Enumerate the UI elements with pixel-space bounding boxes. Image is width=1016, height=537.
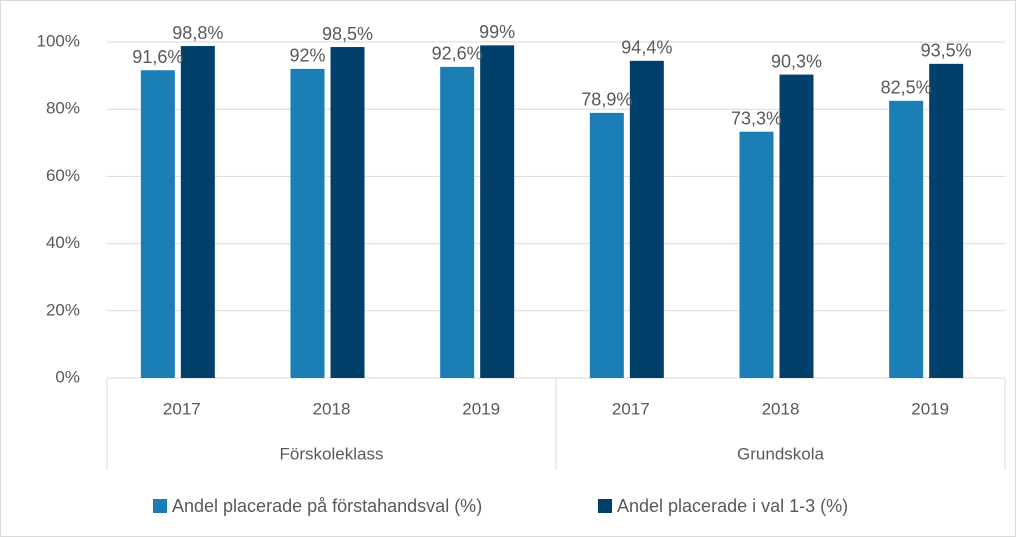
x-tick-label: 2018 <box>762 399 800 418</box>
y-tick-label: 0% <box>55 367 80 386</box>
value-label: 90,3% <box>771 51 822 71</box>
value-label: 99% <box>479 22 515 42</box>
group-label: Förskoleklass <box>280 444 384 463</box>
bar <box>290 68 325 378</box>
x-tick-label: 2017 <box>612 399 650 418</box>
x-tick-label: 2017 <box>163 399 201 418</box>
bar <box>629 60 664 378</box>
bar <box>140 70 175 378</box>
y-tick-label: 100% <box>37 31 80 50</box>
legend-label: Andel placerade i val 1-3 (%) <box>617 496 848 516</box>
bar <box>440 66 475 378</box>
bar <box>330 47 365 378</box>
value-label: 82,5% <box>881 78 932 98</box>
legend-label: Andel placerade på förstahandsval (%) <box>172 496 482 516</box>
value-label: 78,9% <box>581 90 632 110</box>
value-label: 92,6% <box>432 44 483 64</box>
value-label: 73,3% <box>731 108 782 128</box>
y-tick-label: 80% <box>46 99 80 118</box>
legend-swatch <box>153 499 167 513</box>
bar <box>929 63 964 379</box>
bar <box>779 74 814 378</box>
x-tick-label: 2018 <box>313 399 351 418</box>
value-label: 98,8% <box>172 23 223 43</box>
value-label: 93,5% <box>921 41 972 61</box>
bar <box>589 112 624 379</box>
value-label: 98,5% <box>322 24 373 44</box>
group-label: Grundskola <box>737 444 824 463</box>
y-tick-label: 60% <box>46 166 80 185</box>
legend-swatch <box>598 499 612 513</box>
bar <box>889 100 924 379</box>
value-label: 92% <box>289 46 325 66</box>
x-tick-label: 2019 <box>462 399 500 418</box>
bar <box>480 45 515 379</box>
y-tick-label: 40% <box>46 233 80 252</box>
y-tick-label: 20% <box>46 300 80 319</box>
bar <box>180 46 215 378</box>
value-label: 91,6% <box>132 47 183 67</box>
value-label: 94,4% <box>621 38 672 58</box>
x-tick-label: 2019 <box>911 399 949 418</box>
bar <box>739 131 774 378</box>
